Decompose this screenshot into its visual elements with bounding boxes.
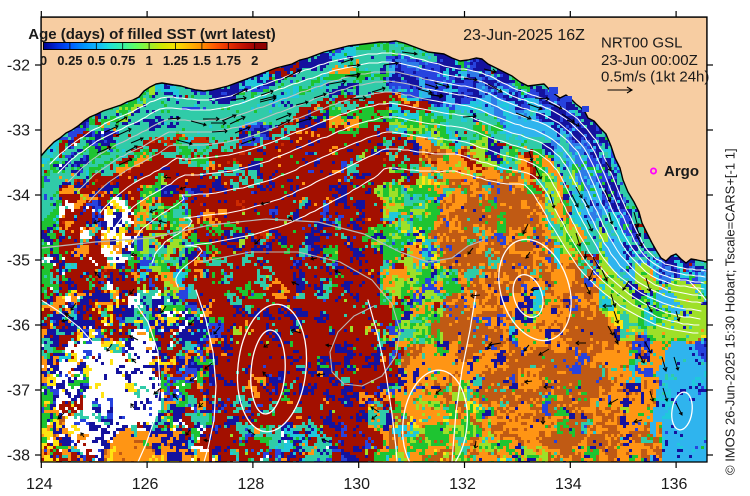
svg-text:0.5: 0.5	[87, 53, 105, 68]
svg-text:Age (days) of filled SST (wrt: Age (days) of filled SST (wrt latest)	[28, 26, 276, 43]
svg-text:136: 136	[661, 476, 688, 493]
svg-text:-34: -34	[7, 188, 30, 205]
svg-text:23-Jun 00:00Z: 23-Jun 00:00Z	[601, 52, 698, 69]
svg-text:130: 130	[343, 476, 370, 493]
svg-text:© IMOS 26-Jun-2025 15:30 Hobar: © IMOS 26-Jun-2025 15:30 Hobart; Tscale=…	[723, 148, 738, 475]
svg-text:0.25: 0.25	[57, 53, 82, 68]
svg-text:23-Jun-2025 16Z: 23-Jun-2025 16Z	[463, 27, 585, 44]
svg-text:0: 0	[40, 53, 47, 68]
svg-text:132: 132	[449, 476, 476, 493]
svg-text:Argo: Argo	[664, 163, 699, 180]
svg-text:134: 134	[555, 476, 582, 493]
svg-text:0.5m/s (1kt 24h): 0.5m/s (1kt 24h)	[601, 69, 709, 86]
svg-text:124: 124	[26, 476, 53, 493]
svg-text:2: 2	[251, 53, 258, 68]
svg-text:1.25: 1.25	[163, 53, 188, 68]
svg-text:-32: -32	[7, 58, 30, 75]
svg-text:-37: -37	[7, 383, 30, 400]
svg-text:128: 128	[238, 476, 265, 493]
svg-text:1: 1	[145, 53, 152, 68]
svg-text:-38: -38	[7, 448, 30, 465]
svg-text:-36: -36	[7, 318, 30, 335]
svg-text:-35: -35	[7, 253, 30, 270]
svg-text:-33: -33	[7, 123, 30, 140]
svg-text:1.5: 1.5	[193, 53, 211, 68]
svg-text:1.75: 1.75	[216, 53, 241, 68]
svg-text:126: 126	[132, 476, 159, 493]
svg-text:NRT00 GSL: NRT00 GSL	[601, 35, 682, 52]
svg-text:0.75: 0.75	[110, 53, 135, 68]
